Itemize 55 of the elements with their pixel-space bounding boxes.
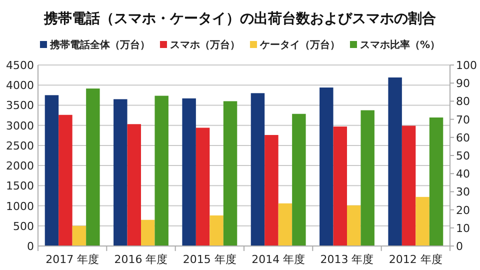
bar: [264, 134, 278, 246]
bar: [388, 77, 402, 246]
bar: [182, 98, 196, 246]
bar: [347, 205, 361, 246]
y-tick-label: 2000: [6, 160, 34, 173]
bar: [58, 114, 72, 246]
y-tick-label: 0: [27, 240, 34, 253]
y2-tick-label: 40: [456, 168, 470, 181]
y-tick-label: 3500: [6, 99, 34, 112]
y2-tick-label: 80: [456, 95, 470, 108]
bar: [196, 128, 210, 246]
y2-tick-label: 20: [456, 204, 470, 217]
y-tick-label: 3000: [6, 119, 34, 132]
legend-label: スマホ（万台）: [170, 39, 240, 51]
y-tick-label: 4500: [6, 59, 34, 72]
bar: [72, 226, 86, 246]
bar: [402, 126, 416, 246]
legend-label: スマホ比率（%）: [360, 39, 440, 51]
bar: [278, 203, 292, 246]
chart-title: 携帯電話（スマホ・ケータイ）の出荷台数およびスマホの割合: [43, 10, 436, 27]
bar: [429, 117, 444, 246]
x-tick-label: 2016 年度: [114, 253, 168, 266]
y2-tick-label: 30: [456, 186, 470, 199]
legend-label: 携帯電話全体（万台）: [48, 39, 150, 51]
y2-tick-label: 100: [456, 59, 477, 72]
x-tick-label: 2012 年度: [388, 253, 442, 266]
bar: [250, 93, 265, 246]
bar: [114, 99, 128, 246]
bar: [127, 124, 141, 246]
x-tick-label: 2015 年度: [182, 253, 236, 266]
y2-tick-label: 70: [456, 113, 470, 126]
bar: [141, 220, 155, 246]
y2-tick-label: 90: [456, 77, 470, 90]
y-tick-label: 4000: [6, 79, 34, 92]
x-tick-label: 2014 年度: [252, 253, 306, 266]
bar: [154, 96, 168, 246]
y-tick-label: 1000: [6, 200, 34, 213]
bar: [292, 114, 306, 246]
y-tick-label: 2500: [6, 139, 34, 152]
y2-tick-label: 0: [456, 240, 463, 253]
y-tick-label: 500: [13, 220, 34, 233]
legend-label: ケータイ（万台）: [258, 39, 340, 51]
bar: [223, 101, 238, 246]
bar: [210, 215, 224, 246]
x-tick-label: 2013 年度: [320, 253, 374, 266]
y-tick-label: 1500: [6, 180, 34, 193]
bar: [320, 88, 334, 246]
x-tick-label: 2017 年度: [46, 253, 100, 266]
bar: [44, 95, 59, 246]
y2-tick-label: 60: [456, 131, 470, 144]
bar: [333, 126, 347, 246]
bar: [360, 110, 374, 246]
bar: [86, 88, 100, 246]
y2-tick-label: 10: [456, 222, 470, 235]
y2-tick-label: 50: [456, 150, 470, 162]
